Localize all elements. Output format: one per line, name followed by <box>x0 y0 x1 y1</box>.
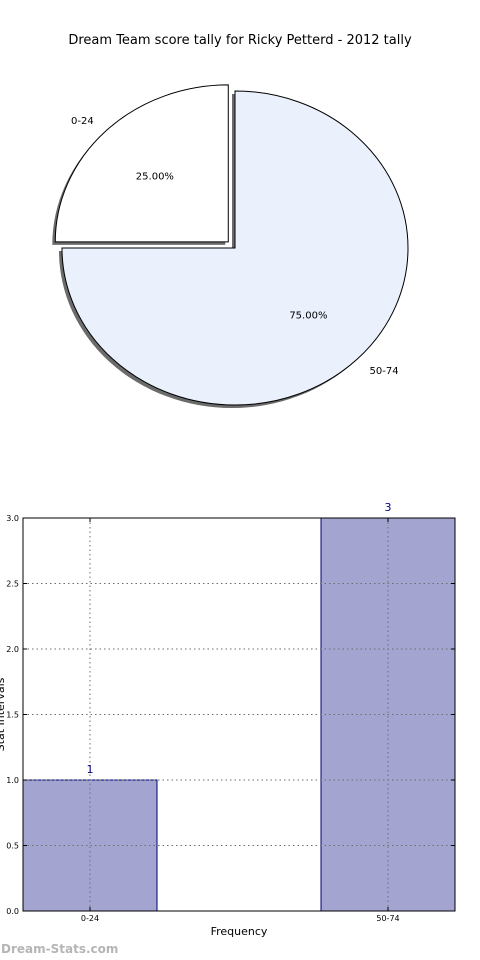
watermark: Dream-Stats.com <box>1 942 119 956</box>
bar-data-label: 3 <box>385 501 392 514</box>
x-axis-label: Frequency <box>211 925 268 938</box>
pie-slice-label: 50-74 <box>370 366 399 377</box>
pie-slice-label: 0-24 <box>71 116 94 127</box>
y-tick-label: 2.0 <box>6 645 19 654</box>
pie-chart-title: Dream Team score tally for Ricky Petterd… <box>68 33 412 48</box>
pie-chart: 0-24 25.00% 50-74 75.00% <box>52 84 409 408</box>
pie-slice-0-24 <box>54 84 229 243</box>
x-tick-label: 50-74 <box>376 914 399 923</box>
pie-percent-label: 75.00% <box>289 311 327 322</box>
pie-percent-label: 25.00% <box>136 171 174 182</box>
y-tick-label: 2.5 <box>6 580 19 589</box>
bar-data-label: 1 <box>87 763 94 776</box>
y-tick-label: 3.0 <box>6 514 19 523</box>
y-axis-label: Stat Intervals <box>0 677 7 751</box>
y-tick-label: 0.0 <box>6 907 19 916</box>
pie-slice-50-74 <box>61 90 409 406</box>
y-tick-label: 1.0 <box>6 776 19 785</box>
bar-chart: 0.0 0.5 1.0 1.5 2.0 2.5 3.0 0-24 50-74 1 3 Frequenc… <box>0 501 456 938</box>
y-tick-label: 1.5 <box>6 711 19 720</box>
x-tick-label: 0-24 <box>81 914 99 923</box>
y-tick-label: 0.5 <box>6 842 19 851</box>
